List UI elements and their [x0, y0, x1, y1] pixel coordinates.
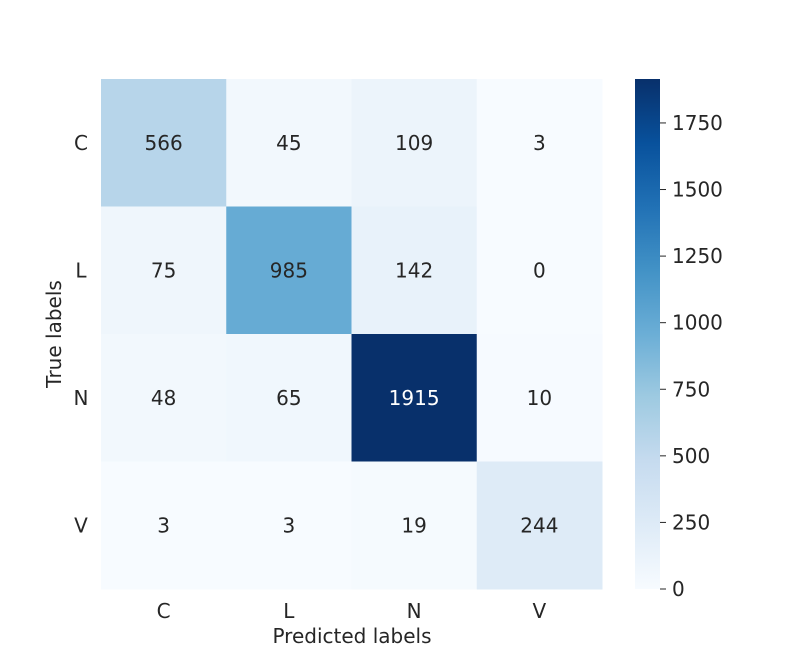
- cell-value-label: 985: [270, 258, 308, 282]
- heatmap-cell-L-L: [226, 206, 352, 335]
- y-tick-label: V: [74, 513, 88, 537]
- heatmap-cell-C-N: [351, 79, 478, 207]
- colorbar-tick-label: 250: [672, 510, 710, 534]
- cell-value-label: 3: [157, 513, 170, 537]
- cell-value-label: 19: [401, 513, 426, 537]
- cell-value-label: 45: [276, 131, 301, 155]
- colorbar-tick-label: 500: [672, 444, 710, 468]
- heatmap-cells: [101, 79, 603, 590]
- x-tick-label: C: [157, 599, 171, 623]
- heatmap-cell-L-C: [101, 206, 227, 335]
- colorbar: [635, 79, 660, 589]
- x-axis-label: Predicted labels: [272, 624, 431, 648]
- cell-value-label: 65: [276, 386, 301, 410]
- colorbar-tick-label: 1000: [672, 311, 723, 335]
- heatmap-cell-N-N: [351, 334, 478, 462]
- heatmap-cell-L-V: [476, 206, 603, 335]
- y-tick-label: L: [75, 258, 87, 282]
- y-tick-label: C: [74, 131, 88, 155]
- heatmap-cell-V-L: [226, 461, 352, 590]
- heatmap-cell-N-C: [101, 334, 227, 462]
- cell-value-labels: 566 45 109 3 75 985 142 0 48 65 1915 10 3 3 19 244: [145, 131, 559, 538]
- heatmap-cell-C-L: [226, 79, 352, 207]
- y-tick-labels: C L N V: [74, 131, 89, 538]
- colorbar-tick-label: 1750: [672, 111, 723, 135]
- colorbar-tick-label: 1500: [672, 178, 723, 202]
- x-tick-label: N: [407, 599, 422, 623]
- cell-value-label: 75: [151, 258, 176, 282]
- x-tick-label: L: [283, 599, 295, 623]
- cell-value-label: 1915: [389, 386, 440, 410]
- cell-value-label: 0: [533, 258, 546, 282]
- heatmap-cell-V-N: [351, 461, 478, 590]
- cell-value-label: 3: [283, 513, 296, 537]
- colorbar-tick-label: 1250: [672, 244, 723, 268]
- heatmap-cell-C-V: [476, 79, 603, 207]
- heatmap-cell-C-C: [101, 79, 227, 207]
- heatmap-cell-L-N: [351, 206, 478, 335]
- cell-value-label: 566: [145, 131, 183, 155]
- heatmap-cell-N-L: [226, 334, 352, 462]
- cell-value-label: 244: [520, 513, 558, 537]
- heatmap-cell-V-V: [476, 461, 603, 590]
- cell-value-label: 109: [395, 131, 433, 155]
- colorbar-tick-label: 750: [672, 377, 710, 401]
- heatmap-cell-V-C: [101, 461, 227, 590]
- colorbar-ticks: 0 250 500 750 1000 1250 1500 1750: [660, 111, 723, 601]
- cell-value-label: 3: [533, 131, 546, 155]
- y-axis-label: True labels: [42, 280, 66, 389]
- cell-value-label: 10: [527, 386, 552, 410]
- x-tick-label: V: [533, 599, 547, 623]
- colorbar-tick-label: 0: [672, 577, 685, 601]
- heatmap-cell-N-V: [476, 334, 603, 462]
- y-tick-label: N: [74, 386, 89, 410]
- cell-value-label: 142: [395, 258, 433, 282]
- cell-value-label: 48: [151, 386, 176, 410]
